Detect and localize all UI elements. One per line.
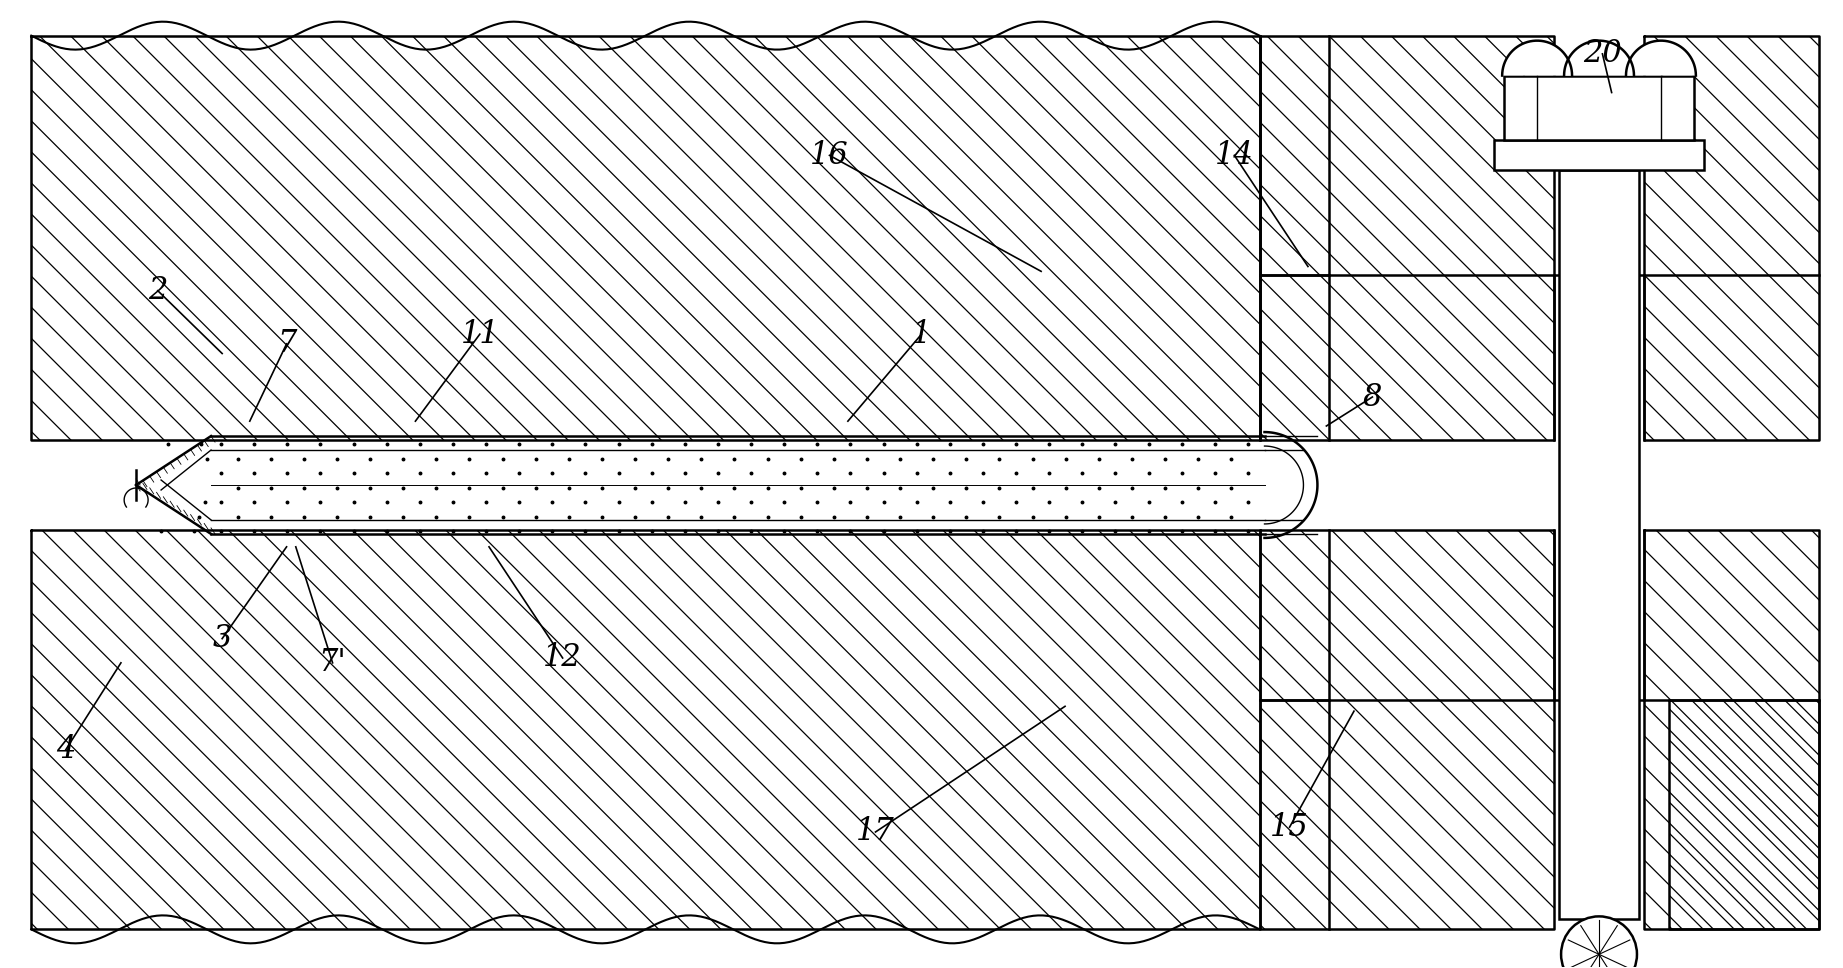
Polygon shape: [31, 36, 1259, 440]
Text: 7: 7: [276, 328, 297, 359]
Text: 14: 14: [1215, 139, 1253, 171]
Text: 7': 7': [319, 648, 346, 679]
Polygon shape: [1644, 36, 1819, 440]
Text: 15: 15: [1270, 811, 1309, 843]
Polygon shape: [1644, 529, 1819, 929]
Text: 11: 11: [461, 318, 499, 349]
Bar: [1495, 140, 1705, 170]
Polygon shape: [31, 529, 1259, 929]
Text: 3: 3: [212, 623, 232, 654]
Bar: [1504, 76, 1694, 140]
Text: 1: 1: [912, 318, 931, 349]
Polygon shape: [1670, 700, 1819, 929]
Text: 16: 16: [811, 139, 850, 171]
Text: 4: 4: [55, 735, 76, 766]
Text: 12: 12: [544, 643, 582, 674]
Text: 8: 8: [1362, 381, 1382, 412]
Polygon shape: [1259, 36, 1554, 440]
Text: 20: 20: [1583, 39, 1622, 70]
Text: 17: 17: [857, 816, 896, 847]
Bar: [1559, 170, 1638, 920]
Polygon shape: [1259, 529, 1554, 929]
Text: 2: 2: [147, 275, 168, 306]
Circle shape: [1561, 917, 1637, 968]
